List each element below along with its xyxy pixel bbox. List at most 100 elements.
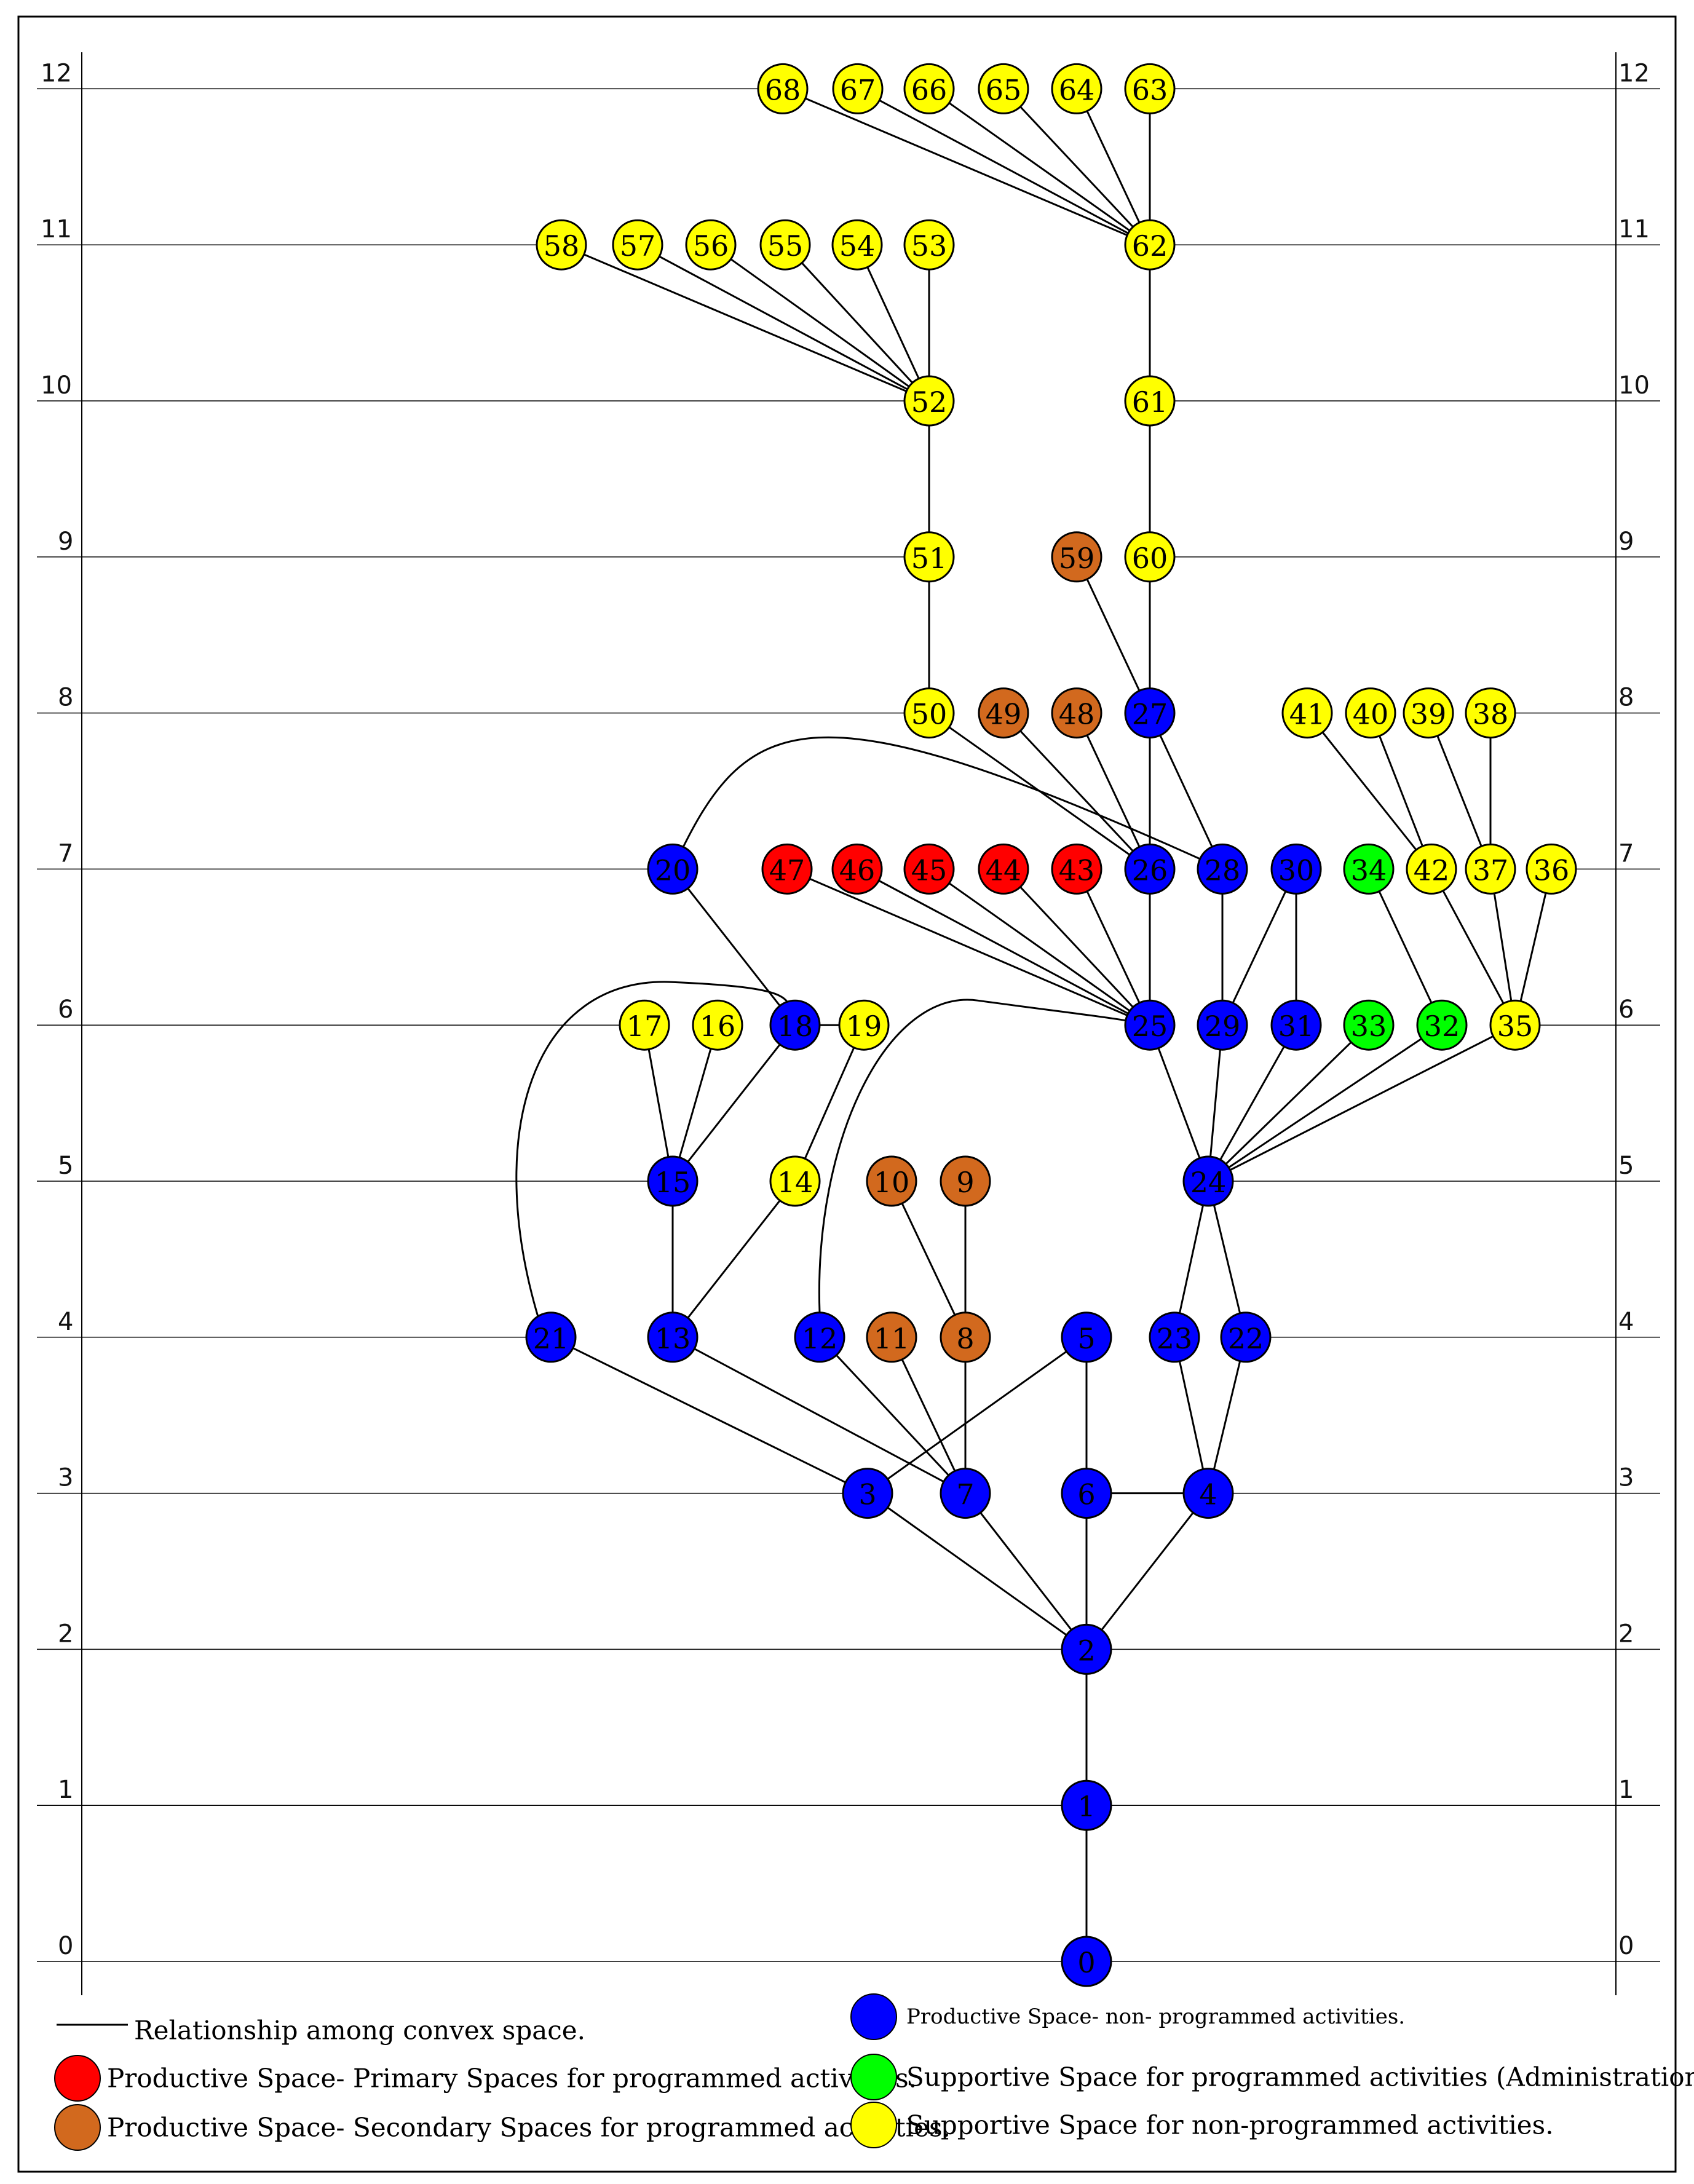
node-44: 44 — [978, 843, 1029, 895]
node-39: 39 — [1403, 687, 1454, 739]
level-label-left: 12 — [41, 59, 72, 87]
level-label-left: 4 — [58, 1308, 73, 1336]
edge-3-21 — [550, 1336, 868, 1494]
edge-26-48 — [1075, 712, 1151, 870]
node-label: 12 — [802, 1322, 838, 1355]
node-label: 41 — [1289, 698, 1326, 731]
node-circle — [1182, 1468, 1234, 1519]
edge-32-34 — [1367, 868, 1443, 1026]
node-27: 27 — [1124, 687, 1176, 739]
node-17: 17 — [619, 999, 670, 1051]
node-circle — [903, 219, 955, 271]
node-circle — [1061, 1468, 1112, 1519]
node-circle — [769, 999, 821, 1051]
edge-62-64 — [1075, 88, 1151, 245]
level-label-right: 0 — [1618, 1932, 1634, 1960]
node-label: 51 — [911, 542, 948, 575]
node-26: 26 — [1124, 843, 1176, 895]
node-circle — [1051, 531, 1102, 583]
edge-4-23 — [1173, 1337, 1209, 1494]
node-label: 5 — [1077, 1322, 1095, 1355]
node-62: 62 — [1124, 219, 1176, 271]
node-label: 53 — [911, 229, 948, 263]
node-22: 22 — [1220, 1312, 1272, 1363]
node-57: 57 — [612, 219, 663, 271]
node-35: 35 — [1489, 999, 1541, 1051]
legend-brown-swatch — [54, 2104, 101, 2151]
node-circle — [1465, 843, 1516, 895]
node-circle — [761, 843, 813, 895]
node-50: 50 — [903, 687, 955, 739]
node-label: 24 — [1190, 1166, 1227, 1199]
node-48: 48 — [1051, 687, 1102, 739]
edge-15-16 — [671, 1024, 719, 1182]
edge-15-17 — [643, 1024, 674, 1182]
node-circle — [940, 1468, 991, 1519]
level-label-right: 12 — [1618, 59, 1650, 87]
node-circle — [1124, 63, 1176, 114]
node-circle — [525, 1312, 577, 1363]
node-2: 2 — [1061, 1623, 1112, 1675]
level-label-left: 8 — [58, 684, 73, 712]
node-36: 36 — [1526, 843, 1577, 895]
node-circle — [1124, 531, 1176, 583]
curved-edge-21-18 — [515, 981, 796, 1320]
node-45: 45 — [903, 843, 955, 895]
node-label: 59 — [1059, 542, 1095, 575]
edge-7-11 — [890, 1337, 967, 1494]
node-67: 67 — [832, 63, 884, 114]
node-31: 31 — [1270, 999, 1322, 1051]
node-label: 30 — [1278, 853, 1315, 887]
node-label: 60 — [1132, 542, 1168, 575]
node-circle — [757, 63, 809, 114]
edge-7-13 — [672, 1336, 966, 1494]
node-label: 19 — [846, 1010, 882, 1043]
node-43: 43 — [1051, 843, 1102, 895]
level-label-right: 1 — [1618, 1776, 1634, 1804]
node-label: 37 — [1473, 853, 1509, 887]
node-label: 7 — [956, 1478, 974, 1511]
node-6: 6 — [1061, 1468, 1112, 1519]
node-23: 23 — [1149, 1312, 1200, 1363]
node-label: 52 — [911, 386, 948, 419]
node-label: 2 — [1077, 1634, 1095, 1667]
legend-green-swatch — [850, 2054, 897, 2100]
level-label-right: 5 — [1618, 1152, 1634, 1180]
level-label-left: 11 — [41, 215, 72, 243]
node-label: 35 — [1497, 1010, 1534, 1043]
legend-blue-swatch — [850, 1993, 897, 2040]
node-circle — [978, 687, 1029, 739]
node-label: 56 — [693, 229, 729, 263]
edge-26-49 — [1002, 712, 1151, 870]
node-63: 63 — [1124, 63, 1176, 114]
node-label: 3 — [858, 1478, 876, 1511]
node-circle — [940, 1312, 991, 1363]
node-circle — [1051, 687, 1102, 739]
node-circle — [978, 63, 1029, 114]
node-label: 26 — [1132, 853, 1168, 887]
node-circle — [1051, 843, 1102, 895]
node-0: 0 — [1061, 1936, 1112, 1987]
node-label: 6 — [1077, 1478, 1095, 1511]
node-circle — [1345, 687, 1396, 739]
node-label: 45 — [911, 853, 948, 887]
node-circle — [1124, 843, 1176, 895]
node-circle — [769, 1155, 821, 1207]
node-40: 40 — [1345, 687, 1396, 739]
edge-3-5 — [867, 1336, 1087, 1494]
edge-42-40 — [1369, 713, 1433, 869]
node-label: 58 — [544, 229, 580, 263]
node-16: 16 — [692, 999, 743, 1051]
edge-62-65 — [1002, 88, 1151, 246]
edge-37-39 — [1427, 713, 1492, 869]
legend-yellow-swatch — [850, 2102, 897, 2148]
edge-24-31 — [1207, 1024, 1297, 1182]
node-58: 58 — [536, 219, 587, 271]
node-label: 33 — [1351, 1010, 1387, 1043]
edge-62-68 — [782, 88, 1150, 246]
node-circle — [1197, 999, 1248, 1051]
level-label-right: 3 — [1618, 1464, 1634, 1492]
node-label: 4 — [1199, 1478, 1217, 1511]
node-label: 34 — [1351, 853, 1387, 887]
node-8: 8 — [940, 1312, 991, 1363]
